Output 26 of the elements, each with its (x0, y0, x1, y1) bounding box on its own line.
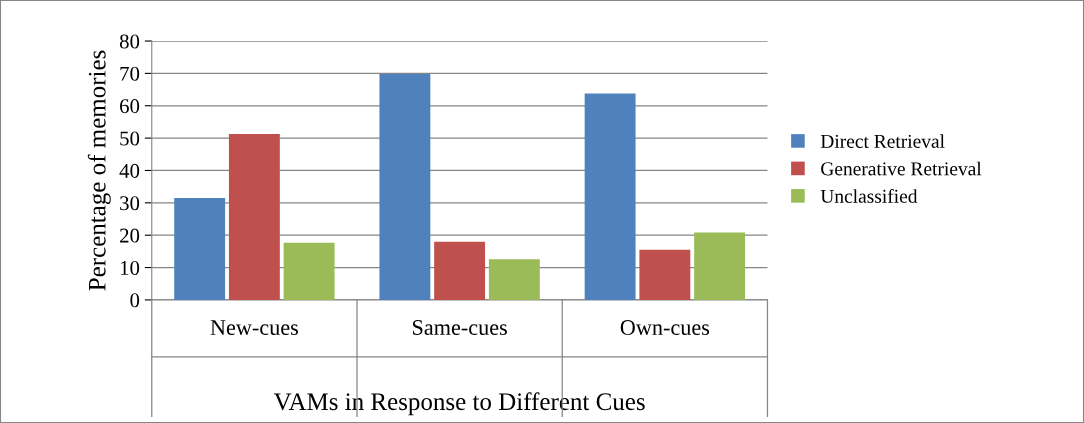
bar (694, 232, 746, 300)
y-tick-label: 0 (130, 293, 140, 308)
legend-label: Direct Retrieval (820, 134, 945, 148)
bar (584, 93, 636, 300)
x-tick-label: Own-cues (620, 320, 710, 335)
legend-label: Unclassified (820, 188, 918, 203)
y-tick-label: 80 (119, 34, 140, 49)
y-tick-label: 30 (120, 196, 140, 211)
bar (488, 259, 540, 300)
y-tick-label: 10 (120, 260, 140, 275)
y-tick-label: 70 (120, 66, 140, 81)
x-tick-label: Same-cues (412, 320, 507, 335)
bar (228, 133, 280, 300)
legend-label: Generative Retrieval (821, 161, 982, 176)
bar (434, 241, 486, 300)
bar (283, 242, 335, 300)
bar (379, 74, 431, 300)
y-tick-label: 50 (120, 131, 140, 146)
y-axis-title: Percentage of memories (87, 50, 111, 291)
x-axis-title: VAMs in Response to Different Cues (273, 392, 645, 416)
bar (639, 249, 691, 300)
y-tick-label: 40 (119, 163, 140, 178)
bar (174, 197, 226, 300)
x-tick-label: New-cues (210, 320, 298, 335)
y-tick-label: 20 (120, 228, 140, 243)
y-tick-label: 60 (120, 99, 140, 114)
